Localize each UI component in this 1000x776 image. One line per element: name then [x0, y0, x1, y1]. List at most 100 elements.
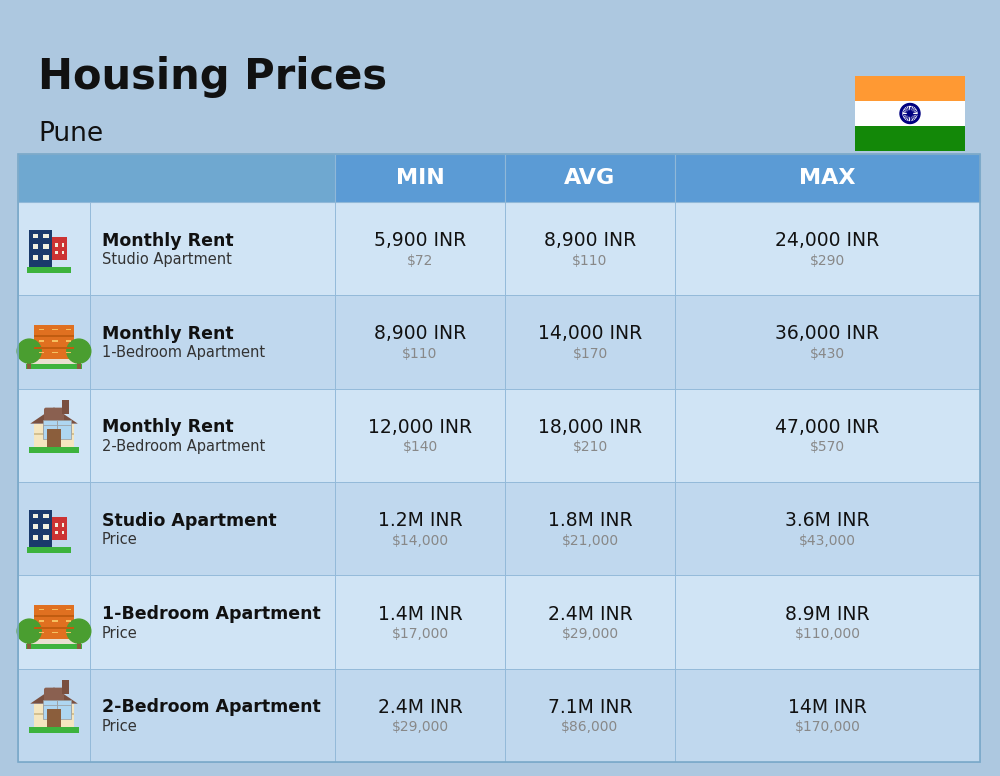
FancyBboxPatch shape	[66, 620, 71, 622]
FancyBboxPatch shape	[335, 389, 505, 482]
Text: 2.4M INR: 2.4M INR	[548, 605, 632, 623]
Text: 1.2M INR: 1.2M INR	[378, 511, 462, 530]
FancyBboxPatch shape	[505, 296, 675, 389]
Text: $110: $110	[572, 254, 608, 268]
FancyBboxPatch shape	[39, 609, 44, 610]
FancyBboxPatch shape	[52, 632, 58, 633]
FancyBboxPatch shape	[34, 335, 74, 338]
FancyBboxPatch shape	[62, 251, 64, 255]
FancyBboxPatch shape	[335, 296, 505, 389]
FancyBboxPatch shape	[34, 605, 74, 639]
Text: $170,000: $170,000	[795, 720, 860, 734]
Text: $290: $290	[810, 254, 845, 268]
Text: 3.6M INR: 3.6M INR	[785, 511, 870, 530]
Text: $29,000: $29,000	[561, 627, 619, 641]
FancyBboxPatch shape	[90, 389, 335, 482]
FancyBboxPatch shape	[505, 575, 675, 669]
FancyBboxPatch shape	[34, 615, 74, 617]
FancyBboxPatch shape	[675, 575, 980, 669]
Text: 36,000 INR: 36,000 INR	[775, 324, 880, 344]
FancyBboxPatch shape	[62, 531, 64, 535]
FancyBboxPatch shape	[47, 429, 61, 447]
FancyBboxPatch shape	[27, 634, 31, 649]
Circle shape	[17, 619, 41, 643]
FancyBboxPatch shape	[43, 255, 49, 259]
FancyBboxPatch shape	[66, 609, 71, 610]
Text: Price: Price	[102, 625, 138, 640]
Text: 8,900 INR: 8,900 INR	[374, 324, 466, 344]
FancyBboxPatch shape	[335, 482, 505, 575]
Text: $21,000: $21,000	[561, 534, 619, 548]
FancyBboxPatch shape	[66, 352, 71, 353]
Text: Price: Price	[102, 532, 138, 547]
FancyBboxPatch shape	[34, 424, 74, 447]
Circle shape	[900, 103, 920, 123]
FancyBboxPatch shape	[43, 421, 57, 432]
FancyBboxPatch shape	[18, 669, 90, 762]
FancyBboxPatch shape	[90, 482, 335, 575]
Text: 2.4M INR: 2.4M INR	[378, 698, 462, 717]
FancyBboxPatch shape	[43, 234, 49, 238]
FancyBboxPatch shape	[29, 727, 79, 733]
FancyBboxPatch shape	[55, 523, 58, 527]
FancyBboxPatch shape	[505, 482, 675, 575]
FancyBboxPatch shape	[505, 154, 675, 202]
Text: 1.8M INR: 1.8M INR	[548, 511, 632, 530]
Text: 47,000 INR: 47,000 INR	[775, 417, 880, 437]
FancyBboxPatch shape	[43, 244, 49, 249]
FancyBboxPatch shape	[39, 620, 44, 622]
Text: $210: $210	[572, 440, 608, 454]
FancyBboxPatch shape	[505, 669, 675, 762]
FancyBboxPatch shape	[34, 627, 74, 629]
Text: 12,000 INR: 12,000 INR	[368, 417, 472, 437]
FancyBboxPatch shape	[55, 531, 58, 535]
FancyBboxPatch shape	[26, 364, 82, 369]
FancyBboxPatch shape	[18, 482, 90, 575]
FancyBboxPatch shape	[55, 251, 58, 255]
Text: 14M INR: 14M INR	[788, 698, 867, 717]
Text: $14,000: $14,000	[391, 534, 449, 548]
FancyBboxPatch shape	[52, 352, 58, 353]
Circle shape	[908, 111, 912, 116]
Text: $43,000: $43,000	[799, 534, 856, 548]
FancyBboxPatch shape	[34, 325, 74, 359]
FancyBboxPatch shape	[18, 296, 90, 389]
FancyBboxPatch shape	[43, 525, 49, 529]
FancyBboxPatch shape	[62, 400, 69, 414]
FancyBboxPatch shape	[855, 126, 965, 151]
FancyBboxPatch shape	[43, 535, 49, 539]
FancyBboxPatch shape	[52, 329, 58, 331]
FancyBboxPatch shape	[57, 700, 71, 712]
FancyBboxPatch shape	[39, 329, 44, 331]
FancyBboxPatch shape	[33, 244, 38, 249]
FancyBboxPatch shape	[57, 705, 71, 719]
Text: 8,900 INR: 8,900 INR	[544, 231, 636, 250]
Text: 5,900 INR: 5,900 INR	[374, 231, 466, 250]
FancyBboxPatch shape	[33, 525, 38, 529]
Text: $110: $110	[402, 347, 438, 361]
FancyBboxPatch shape	[44, 407, 64, 424]
Polygon shape	[30, 407, 78, 424]
Text: MAX: MAX	[799, 168, 856, 188]
FancyBboxPatch shape	[27, 354, 31, 369]
FancyBboxPatch shape	[39, 632, 44, 633]
Text: 2-Bedroom Apartment: 2-Bedroom Apartment	[102, 698, 321, 716]
FancyBboxPatch shape	[34, 704, 74, 727]
Text: $430: $430	[810, 347, 845, 361]
FancyBboxPatch shape	[675, 154, 980, 202]
Text: $72: $72	[407, 254, 433, 268]
Circle shape	[903, 106, 917, 120]
Text: Price: Price	[102, 719, 138, 734]
FancyBboxPatch shape	[18, 154, 335, 202]
Circle shape	[17, 339, 41, 363]
Circle shape	[67, 619, 91, 643]
FancyBboxPatch shape	[52, 517, 67, 540]
FancyBboxPatch shape	[675, 389, 980, 482]
FancyBboxPatch shape	[62, 523, 64, 527]
FancyBboxPatch shape	[675, 296, 980, 389]
FancyBboxPatch shape	[335, 669, 505, 762]
FancyBboxPatch shape	[47, 709, 61, 727]
FancyBboxPatch shape	[335, 202, 505, 296]
Text: AVG: AVG	[564, 168, 616, 188]
FancyBboxPatch shape	[855, 76, 965, 101]
